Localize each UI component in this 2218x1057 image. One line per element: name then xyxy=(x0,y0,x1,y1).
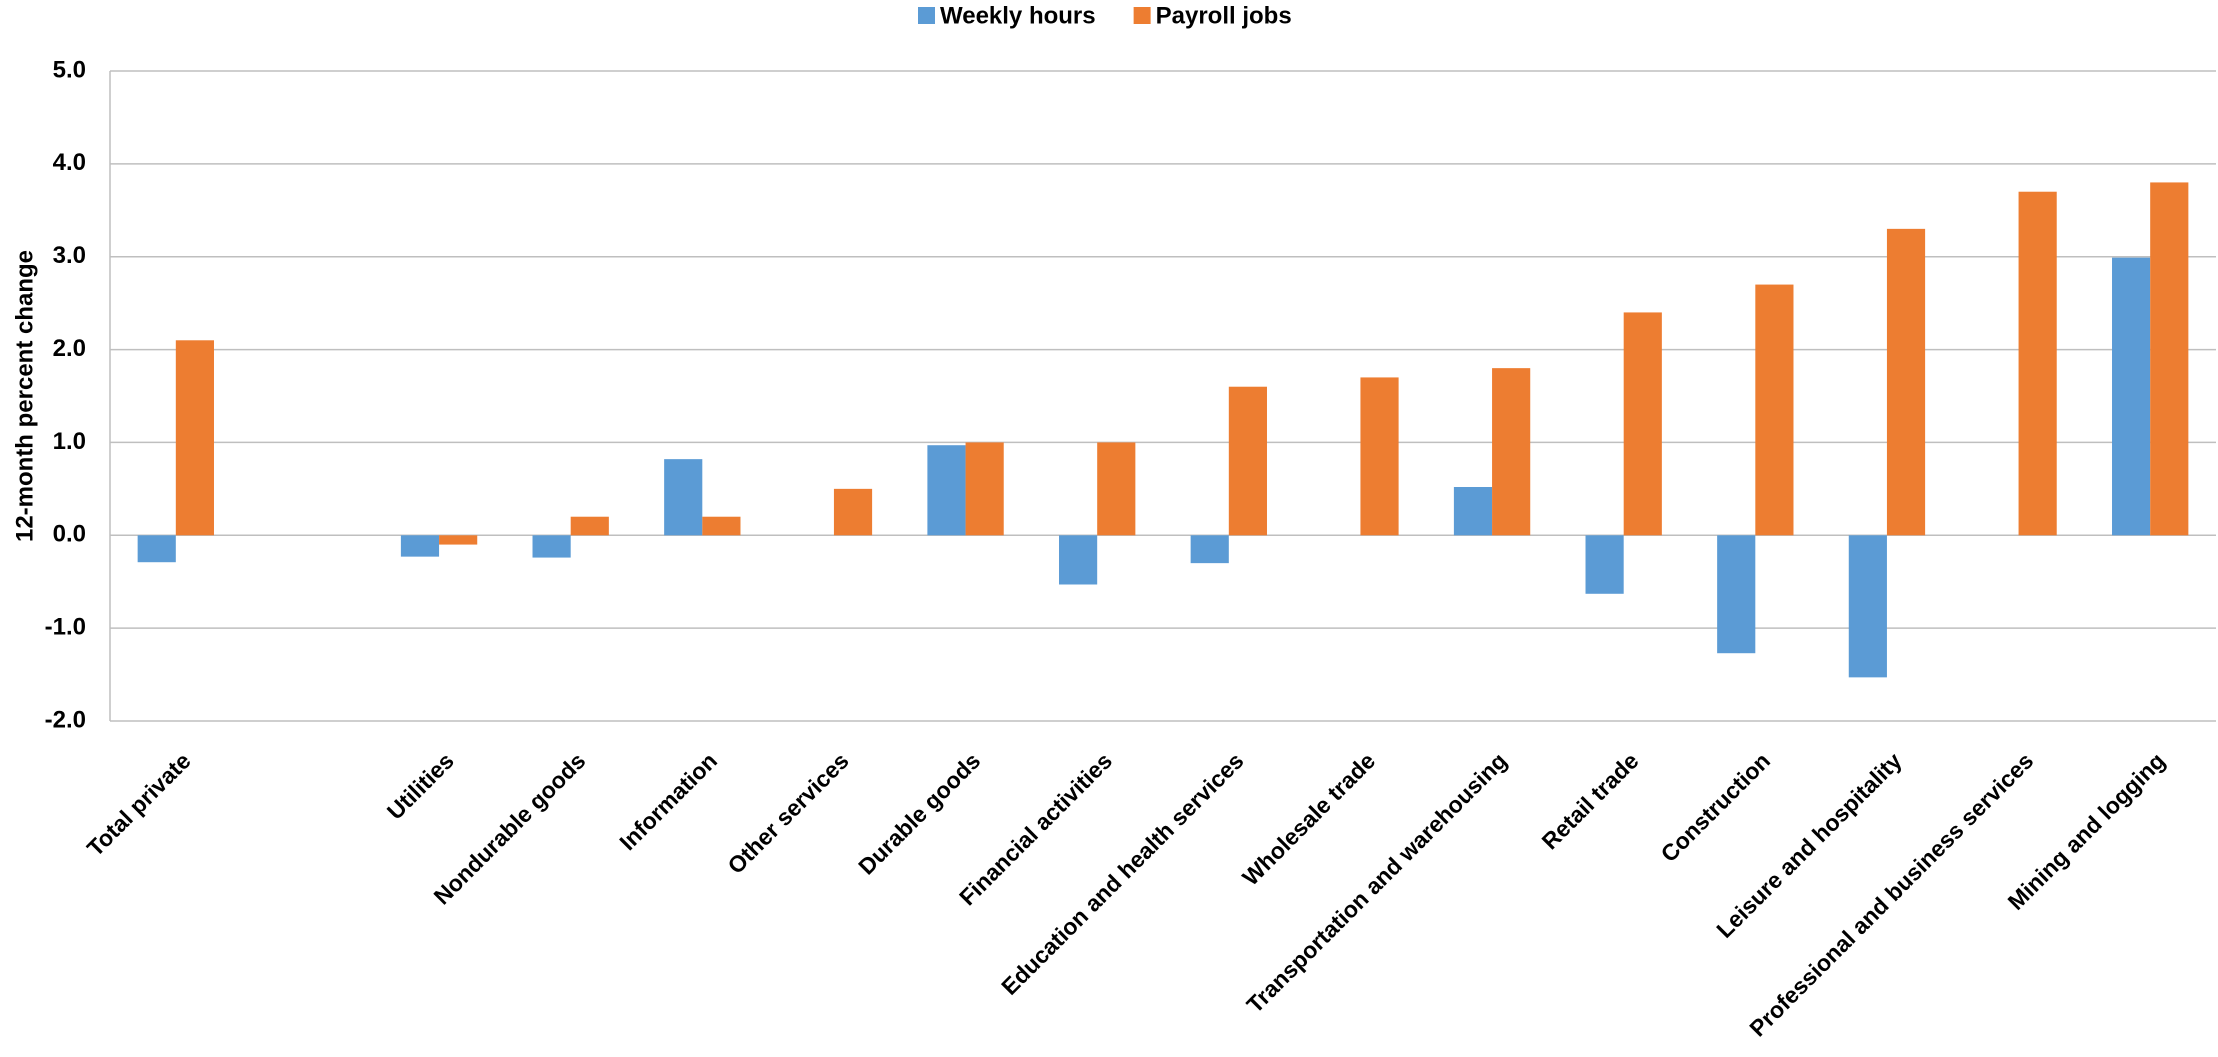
y-tick-label: 1.0 xyxy=(53,428,86,455)
bar xyxy=(2112,257,2151,536)
x-tick-label: Transportation and warehousing xyxy=(1241,747,1512,1018)
y-tick-label: 4.0 xyxy=(53,149,86,176)
bar xyxy=(532,535,571,558)
x-tick-label: Utilities xyxy=(382,747,459,824)
y-tick-label: 0.0 xyxy=(53,521,86,548)
x-tick-label: Wholesale trade xyxy=(1237,747,1380,890)
bar xyxy=(927,445,966,536)
bar xyxy=(1453,487,1493,536)
bar xyxy=(137,535,176,563)
y-tick-label: 3.0 xyxy=(53,242,86,269)
x-tick-label: Construction xyxy=(1656,747,1776,867)
x-tick-label: Information xyxy=(614,747,722,855)
legend-label: Weekly hours xyxy=(940,2,1096,29)
bar xyxy=(1190,535,1229,564)
y-tick-label: 5.0 xyxy=(53,56,86,83)
bar xyxy=(175,340,214,536)
bar xyxy=(1623,312,1662,536)
bar xyxy=(965,442,1004,536)
bar xyxy=(702,516,741,536)
bar xyxy=(2018,191,2057,536)
legend-swatch xyxy=(1133,7,1151,24)
bar xyxy=(664,459,703,536)
bar xyxy=(1097,442,1136,536)
x-tick-label: Education and health services xyxy=(996,747,1248,999)
bar xyxy=(570,516,609,536)
bar xyxy=(1492,368,1531,536)
bar xyxy=(439,535,478,545)
legend-swatch xyxy=(918,7,935,24)
y-tick-label: -2.0 xyxy=(45,706,86,733)
x-tick-label: Other services xyxy=(722,747,853,878)
bar xyxy=(1717,535,1756,654)
y-tick-label: 2.0 xyxy=(53,335,86,362)
bar xyxy=(1755,284,1794,536)
bar xyxy=(1585,535,1624,594)
bar xyxy=(1228,386,1267,536)
y-tick-label: -1.0 xyxy=(45,613,86,640)
x-tick-label: Total private xyxy=(82,747,196,861)
bar xyxy=(1848,535,1887,678)
x-tick-label: Professional and business services xyxy=(1744,747,2038,1041)
bar xyxy=(1886,228,1926,536)
x-tick-label: Durable goods xyxy=(853,747,985,879)
bar xyxy=(1059,535,1098,585)
bar xyxy=(833,488,873,536)
legend-label: Payroll jobs xyxy=(1156,2,1292,29)
x-tick-label: Retail trade xyxy=(1537,747,1644,854)
bar xyxy=(2150,182,2189,536)
bar xyxy=(400,535,440,557)
bar xyxy=(1360,377,1399,536)
y-axis-title: 12-month percent change xyxy=(11,250,38,542)
